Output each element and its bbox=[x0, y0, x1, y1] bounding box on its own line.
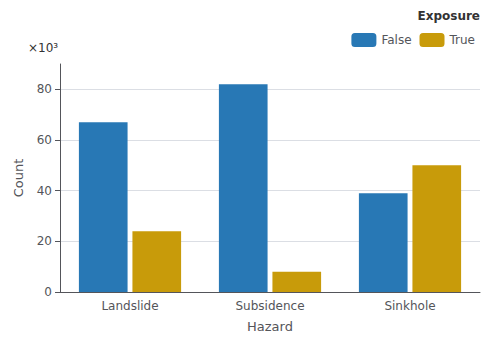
svg-text:Exposure: Exposure bbox=[417, 9, 480, 23]
svg-text:Count: Count bbox=[11, 159, 26, 198]
svg-text:False: False bbox=[381, 33, 411, 47]
svg-text:Landslide: Landslide bbox=[101, 299, 158, 313]
svg-text:0: 0 bbox=[44, 285, 52, 299]
svg-text:×10³: ×10³ bbox=[28, 41, 58, 55]
svg-text:60: 60 bbox=[37, 133, 52, 147]
svg-text:20: 20 bbox=[37, 234, 52, 248]
svg-text:Sinkhole: Sinkhole bbox=[384, 299, 435, 313]
svg-text:80: 80 bbox=[37, 82, 52, 96]
svg-text:40: 40 bbox=[37, 184, 52, 198]
svg-text:True: True bbox=[449, 33, 476, 47]
svg-text:Subsidence: Subsidence bbox=[235, 299, 304, 313]
svg-text:Hazard: Hazard bbox=[247, 319, 293, 334]
